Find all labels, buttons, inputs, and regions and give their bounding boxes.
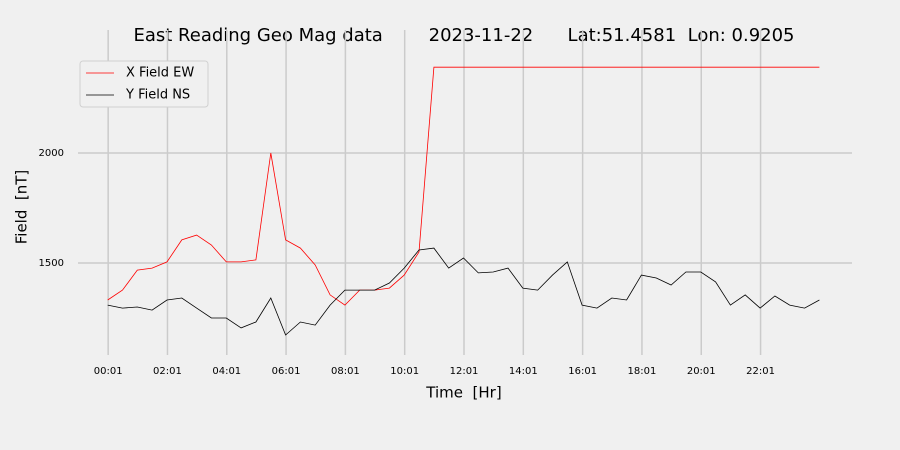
x-tick-label: 04:01	[212, 366, 241, 377]
x-tick-label: 06:01	[272, 366, 301, 377]
legend-box	[79, 60, 209, 108]
x-tick-label: 22:01	[746, 366, 775, 377]
series-line	[107, 66, 820, 306]
x-tick-label: 14:01	[509, 366, 538, 377]
legend-label: Y Field NS	[125, 88, 190, 103]
x-tick-label: 18:01	[628, 366, 657, 377]
x-tick-label: 10:01	[390, 366, 419, 377]
legend: X Field EW Y Field NS	[79, 60, 209, 108]
legend-label: X Field EW	[126, 66, 194, 81]
y-tick-label: 2000	[39, 148, 64, 159]
x-tick-label: 16:01	[568, 366, 597, 377]
x-tick-label: 00:01	[94, 366, 123, 377]
series-line	[107, 247, 820, 336]
y-axis-label: Field [nT]	[13, 170, 31, 245]
y-tick-label: 1500	[39, 258, 64, 269]
x-tick-label: 08:01	[331, 366, 360, 377]
x-tick-label: 02:01	[153, 366, 182, 377]
x-tick-label: 12:01	[450, 366, 479, 377]
x-tick-label: 20:01	[687, 366, 716, 377]
x-axis-label: Time [Hr]	[425, 384, 501, 402]
